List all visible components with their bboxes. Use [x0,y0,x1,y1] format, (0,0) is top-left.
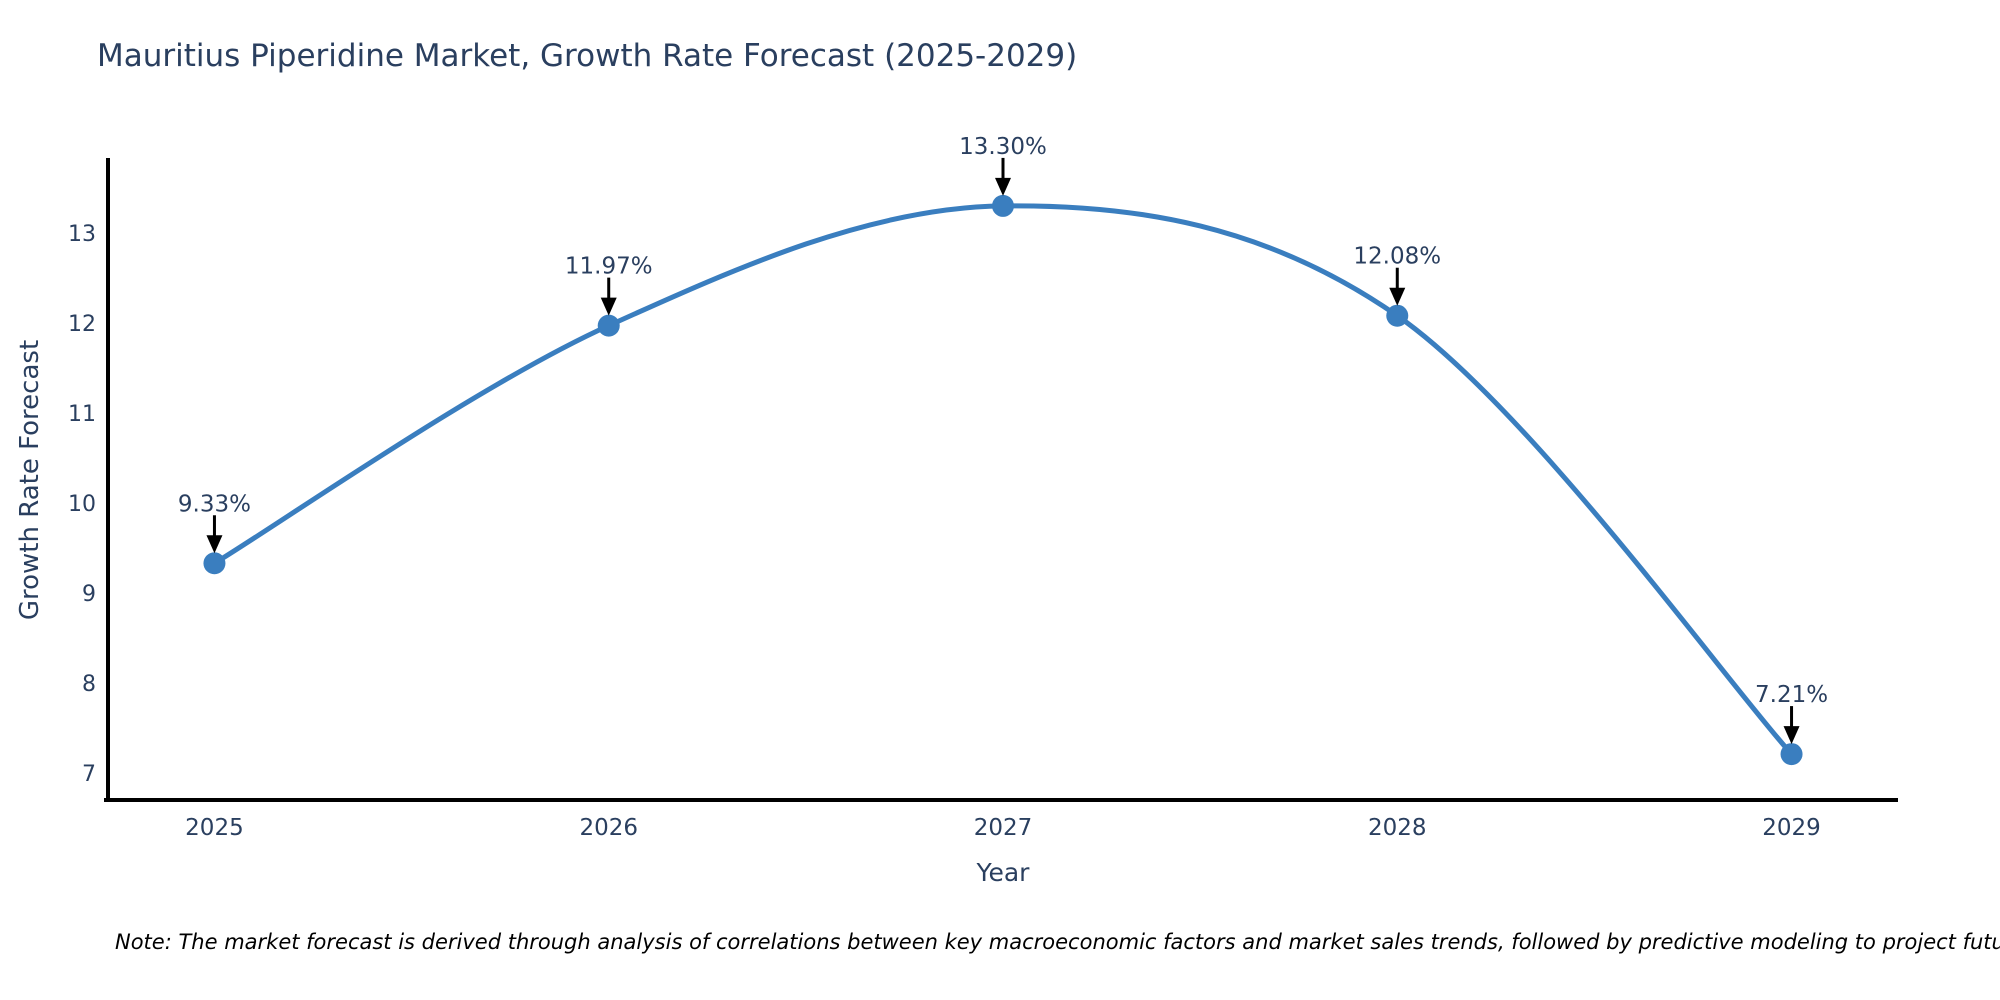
annotation-label: 12.08% [1353,244,1441,270]
footnote: Note: The market forecast is derived thr… [115,930,2000,954]
annotation-arrowhead [206,535,223,554]
y-tick-label: 9 [82,582,96,607]
x-tick-label: 2026 [579,815,638,841]
y-tick-label: 11 [68,402,96,427]
x-axis-title: Year [976,858,1030,887]
data-point-marker [203,552,226,575]
x-tick-label: 2025 [185,815,244,841]
x-tick-label: 2029 [1762,815,1821,841]
annotation-arrowhead [600,297,617,316]
annotation-arrowhead [1389,287,1406,306]
x-tick-label: 2027 [974,815,1033,841]
y-axis-title: Growth Rate Forecast [15,339,45,621]
annotation-label: 7.21% [1755,682,1828,708]
y-tick-label: 10 [68,492,96,517]
data-point-marker [597,314,620,337]
annotation-arrowhead [995,177,1011,196]
annotation-arrowhead [1783,726,1800,745]
y-tick-label: 12 [68,312,96,337]
data-point-marker [992,194,1014,217]
y-tick-label: 13 [68,222,96,247]
trend-spline [211,203,1795,757]
annotation-label: 9.33% [178,491,251,517]
y-tick-label: 7 [82,762,96,787]
annotation-label: 11.97% [565,254,653,280]
data-point-marker [1780,743,1803,766]
y-tick-label: 8 [82,672,96,697]
chart-title: Mauritius Piperidine Market, Growth Rate… [97,38,1078,74]
data-point-marker [1386,304,1409,327]
x-tick-label: 2028 [1368,815,1427,841]
annotation-label: 13.30% [959,134,1047,160]
